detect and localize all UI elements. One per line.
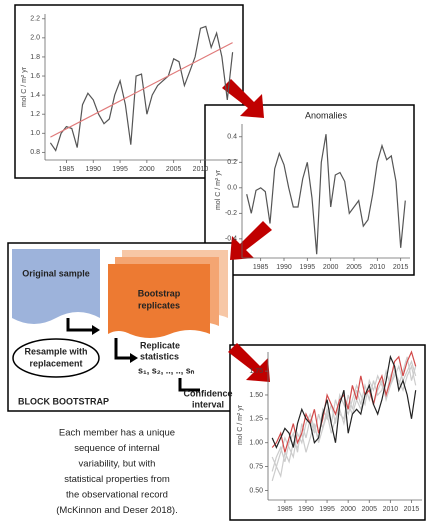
x-tick-label: 2000 bbox=[323, 264, 339, 271]
x-tick-label: 2005 bbox=[361, 506, 377, 513]
chart-title: Anomalies bbox=[305, 110, 348, 120]
x-tick-label: 1995 bbox=[319, 506, 335, 513]
label: replacement bbox=[29, 358, 82, 368]
y-axis-label: mol C / m² yr bbox=[21, 66, 28, 107]
y-tick-label: 1.2 bbox=[30, 111, 40, 118]
label: Replicate bbox=[140, 340, 180, 350]
caption-line: sequence of internal bbox=[74, 443, 160, 454]
caption-line: variability, but with bbox=[79, 459, 156, 470]
y-tick-label: 2.0 bbox=[30, 35, 40, 42]
y-tick-label: 0.2 bbox=[227, 159, 237, 166]
x-tick-label: 2010 bbox=[370, 264, 386, 271]
x-tick-label: 2015 bbox=[404, 506, 420, 513]
x-tick-label: 1990 bbox=[85, 166, 101, 173]
y-tick-label: 0.0 bbox=[227, 185, 237, 192]
label: Confidence bbox=[183, 388, 232, 398]
x-tick-label: 2005 bbox=[346, 264, 362, 271]
y-tick-label: 1.00 bbox=[249, 440, 263, 447]
x-tick-label: 2000 bbox=[139, 166, 155, 173]
y-tick-label: 2.2 bbox=[30, 16, 40, 23]
caption: Each member has a unique sequence of inte… bbox=[56, 428, 177, 517]
x-tick-label: 2010 bbox=[193, 166, 209, 173]
caption-line: Each member has a unique bbox=[59, 428, 175, 439]
y-axis-label: mol C / m² yr bbox=[215, 169, 222, 210]
caption-line: statistical properties from bbox=[64, 474, 170, 485]
y-axis-label: mol C / m² yr bbox=[237, 404, 244, 445]
x-tick-label: 1985 bbox=[253, 264, 269, 271]
y-tick-label: 1.6 bbox=[30, 73, 40, 80]
y-tick-label: -0.4 bbox=[225, 236, 237, 243]
y-tick-label: -0.2 bbox=[225, 210, 237, 217]
x-tick-label: 2010 bbox=[383, 506, 399, 513]
x-tick-label: 2015 bbox=[393, 264, 409, 271]
y-tick-label: 0.75 bbox=[249, 463, 263, 470]
label: Resample with bbox=[24, 346, 87, 356]
x-tick-label: 1995 bbox=[300, 264, 316, 271]
label: statistics bbox=[140, 351, 179, 361]
x-tick-label: 1985 bbox=[59, 166, 75, 173]
y-tick-label: 1.0 bbox=[30, 130, 40, 137]
y-tick-label: 1.75 bbox=[249, 368, 263, 375]
x-tick-label: 2000 bbox=[340, 506, 356, 513]
x-tick-label: 1990 bbox=[298, 506, 314, 513]
x-tick-label: 2005 bbox=[166, 166, 182, 173]
slide: Original sample Bootstrap replicates Res… bbox=[0, 0, 431, 525]
y-tick-label: 0.4 bbox=[227, 134, 237, 141]
label: s₁, s₂, .., .., sₙ bbox=[138, 365, 195, 375]
y-tick-label: 1.25 bbox=[249, 416, 263, 423]
y-tick-label: 0.50 bbox=[249, 487, 263, 494]
y-tick-label: 1.8 bbox=[30, 54, 40, 61]
y-tick-label: 1.4 bbox=[30, 92, 40, 99]
x-tick-label: 1985 bbox=[277, 506, 293, 513]
y-tick-label: 0.8 bbox=[30, 149, 40, 156]
label: interval bbox=[192, 399, 224, 409]
y-tick-label: 1.50 bbox=[249, 392, 263, 399]
x-tick-label: 1995 bbox=[112, 166, 128, 173]
label: Original sample bbox=[22, 268, 90, 278]
sample-shape bbox=[12, 249, 100, 324]
caption-line: the observational record bbox=[66, 490, 168, 501]
label: Bootstrap bbox=[138, 288, 181, 298]
x-tick-label: 1990 bbox=[276, 264, 292, 271]
label: replicates bbox=[138, 300, 180, 310]
caption-line: (McKinnon and Deser 2018). bbox=[56, 505, 177, 516]
label: BLOCK BOOTSTRAP bbox=[18, 396, 109, 406]
